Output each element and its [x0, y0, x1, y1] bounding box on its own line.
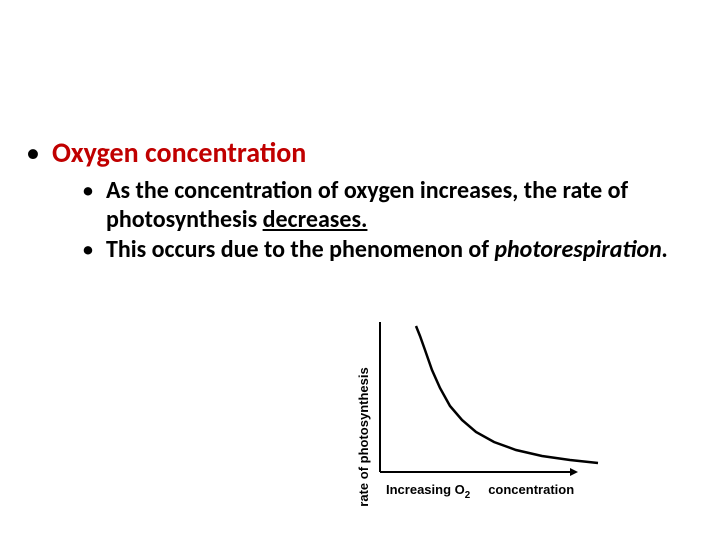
heading-row: • Oxygen concentration: [26, 138, 694, 169]
bullet-item-1: • As the concentration of oxygen increas…: [82, 177, 694, 235]
svg-text:Increasing O2concentration: Increasing O2concentration: [386, 482, 574, 501]
bullet-2-text: This occurs due to the phenomenon of pho…: [106, 236, 668, 265]
svg-text:rate of photosynthesis: rate of photosynthesis: [356, 367, 371, 506]
bullet-1-underlined: decreases.: [263, 205, 368, 234]
heading-text: Oxygen concentration: [52, 138, 306, 169]
sub-bullets: • As the concentration of oxygen increas…: [82, 177, 694, 265]
bullet-item-2: • This occurs due to the phenomenon of p…: [82, 236, 694, 265]
chart: rate of photosynthesis Increasing O2conce…: [350, 322, 650, 522]
chart-svg: rate of photosynthesis Increasing O2conce…: [350, 322, 650, 522]
bullet-l1: •: [26, 138, 40, 169]
content-block: • Oxygen concentration • As the concentr…: [26, 138, 694, 267]
bullet-2-italic: photorespiration.: [494, 235, 668, 264]
slide: • Oxygen concentration • As the concentr…: [0, 0, 720, 540]
bullet-l2: •: [82, 236, 94, 265]
bullet-l2: •: [82, 177, 94, 206]
bullet-1-text: As the concentration of oxygen increases…: [106, 177, 694, 235]
bullet-2-prefix: This occurs due to the phenomenon of: [106, 235, 494, 264]
